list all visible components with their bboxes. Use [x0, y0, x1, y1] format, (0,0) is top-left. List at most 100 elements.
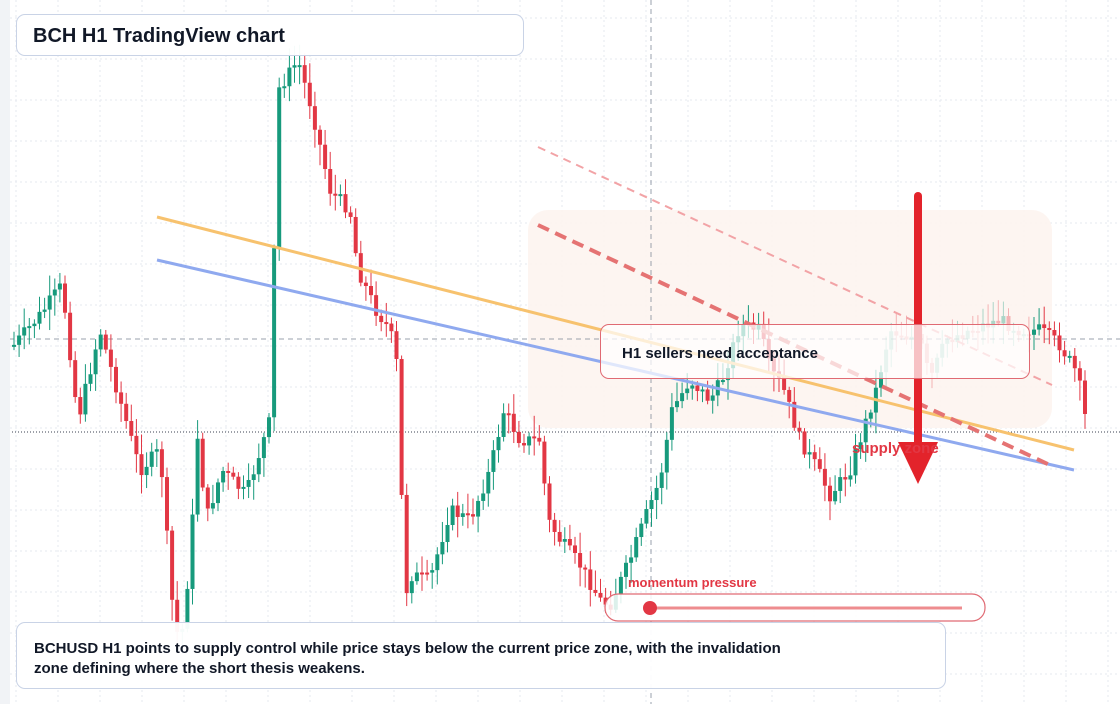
candle-body [664, 439, 669, 473]
candle-body [307, 82, 312, 107]
candle-body [297, 65, 302, 68]
candle-body [522, 443, 526, 446]
candle-body [236, 476, 241, 489]
candle-bullish [241, 475, 246, 500]
candle-bullish [486, 458, 491, 507]
candle-bullish [863, 410, 868, 462]
candle-bullish [430, 562, 435, 589]
candle-body [797, 427, 802, 432]
candle-bearish [455, 491, 460, 538]
candle-body [669, 407, 674, 440]
candle-body [379, 315, 384, 323]
candle-bullish [634, 527, 639, 562]
candle-bullish [659, 463, 664, 505]
candle-bullish [833, 475, 838, 505]
candle-bullish [83, 364, 88, 422]
candle-bullish [644, 500, 649, 529]
candle-bullish [848, 456, 853, 487]
candle-body [598, 592, 603, 598]
candle-body [159, 449, 164, 478]
candle-bearish [598, 578, 603, 602]
candle-body [996, 320, 1001, 324]
candle-body [98, 334, 103, 350]
candle-body [1032, 329, 1036, 335]
candle-bearish [318, 125, 322, 166]
candle-body [542, 441, 547, 484]
candle-body [348, 212, 353, 217]
candle-bearish [593, 570, 598, 597]
candle-bullish [287, 48, 292, 102]
candle-bearish [522, 433, 526, 453]
candle-bullish [1067, 350, 1072, 363]
candle-bearish [170, 525, 175, 621]
candle-body [190, 514, 195, 589]
candle-body [511, 413, 516, 432]
candle-body [318, 129, 322, 145]
candle-body [149, 451, 154, 467]
candle-body [1001, 316, 1006, 324]
candle-bullish [195, 420, 200, 522]
candle-body [47, 295, 52, 310]
candle-bearish [1057, 322, 1062, 363]
candle-bearish [384, 302, 389, 337]
callout-text: H1 sellers need acceptance [622, 345, 818, 362]
candle-body [216, 482, 220, 504]
candle-bearish [1042, 306, 1047, 344]
candle-bullish [32, 319, 37, 339]
candle-body [195, 438, 200, 515]
candle-bullish [491, 440, 496, 490]
candle-body [573, 545, 577, 553]
candle-bearish [108, 334, 113, 382]
candle-body [231, 472, 236, 477]
candle-body [52, 289, 57, 296]
candle-body [700, 389, 705, 392]
candle-bullish [42, 297, 47, 319]
candle-bullish [476, 495, 481, 533]
candle-bullish [639, 517, 644, 546]
candle-bearish [374, 281, 379, 326]
candle-bearish [542, 435, 547, 496]
candle-bearish [119, 381, 124, 422]
candle-bullish [460, 503, 465, 526]
candle-bearish [828, 477, 832, 521]
candle-bearish [369, 269, 373, 304]
candle-body [583, 567, 588, 570]
candle-bullish [445, 507, 450, 553]
candle-body [690, 385, 695, 389]
candle-bearish [312, 91, 317, 148]
candle-body [685, 388, 690, 394]
candle-body [1062, 350, 1067, 357]
candle-body [435, 554, 440, 571]
candle-bearish [73, 351, 78, 403]
candle-body [1067, 355, 1072, 358]
candle-bullish [1032, 316, 1036, 351]
candle-bearish [1077, 361, 1082, 401]
candle-body [578, 552, 583, 568]
candle-bearish [567, 524, 572, 551]
candle-bearish [822, 453, 827, 502]
candle-body [1047, 328, 1052, 331]
candle-body [425, 572, 430, 575]
candle-body [175, 599, 180, 632]
candle-body [267, 417, 271, 438]
candle-body [17, 335, 22, 345]
candle-bullish [807, 438, 812, 469]
candle-body [547, 483, 552, 520]
candle-bearish [843, 463, 848, 497]
candle-bearish [532, 415, 537, 456]
candle-bullish [414, 562, 419, 585]
candle-bullish [858, 433, 863, 459]
candle-bearish [1072, 348, 1077, 382]
candle-bearish [996, 300, 1001, 327]
candle-body [256, 458, 261, 475]
candle-bearish [302, 53, 307, 99]
candle-bearish [348, 206, 353, 224]
candle-bearish [578, 532, 583, 587]
candle-body [792, 401, 797, 428]
candle-body [812, 452, 817, 460]
candle-bearish [333, 174, 338, 211]
candle-bearish [465, 493, 470, 529]
candle-body [496, 436, 501, 451]
candle-body [221, 470, 226, 483]
candle-bearish [114, 358, 118, 404]
